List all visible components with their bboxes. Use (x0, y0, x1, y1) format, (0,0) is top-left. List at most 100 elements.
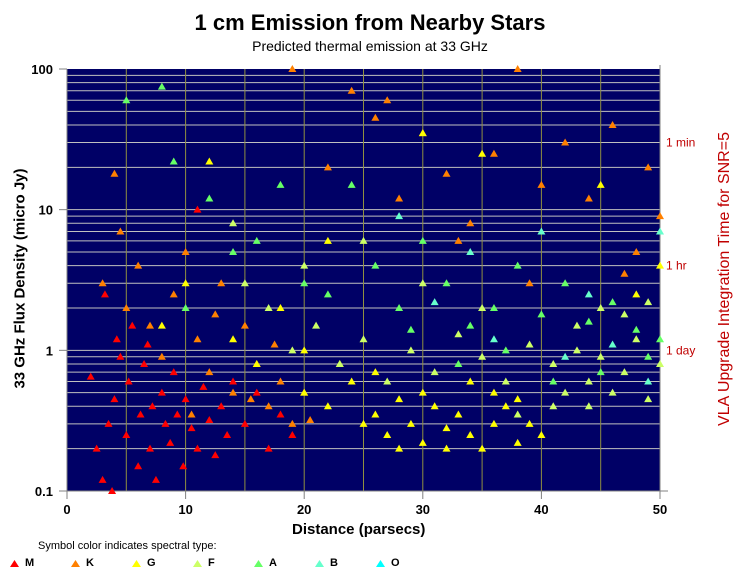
point-G (371, 368, 380, 376)
y2-tick-label: 1 min (666, 136, 695, 150)
point-F (418, 279, 427, 287)
point-F (478, 303, 487, 311)
point-M (211, 451, 220, 459)
point-M (187, 424, 196, 432)
point-K (620, 269, 629, 277)
point-F (229, 219, 238, 227)
point-K (217, 279, 226, 287)
point-M (223, 431, 232, 439)
point-F (572, 346, 581, 354)
point-M (288, 431, 297, 439)
point-G (418, 438, 427, 446)
point-F (632, 335, 641, 343)
point-K (98, 279, 107, 287)
point-F (300, 261, 309, 269)
point-F (549, 359, 558, 367)
point-F (430, 368, 439, 376)
point-K (561, 138, 570, 146)
point-B (466, 248, 475, 256)
point-G (632, 290, 641, 298)
legend-item-A: A (254, 557, 277, 570)
point-M (143, 340, 152, 348)
point-G (525, 419, 534, 427)
point-M (92, 444, 101, 452)
point-A (454, 359, 463, 367)
point-A (537, 310, 546, 318)
point-A (644, 352, 653, 360)
point-G (656, 261, 664, 269)
legend-label: A (269, 557, 277, 569)
point-K (169, 290, 178, 298)
point-M (148, 402, 157, 410)
chart-title: 1 cm Emission from Nearby Stars (194, 10, 546, 35)
legend-item-K: K (71, 557, 94, 570)
point-K (110, 169, 119, 177)
point-G (300, 388, 309, 396)
point-G (418, 388, 427, 396)
point-B (395, 212, 404, 220)
point-M (136, 410, 145, 418)
point-A (395, 303, 404, 311)
point-A (489, 303, 498, 311)
point-A (205, 194, 214, 202)
point-M (217, 402, 226, 410)
point-B (537, 227, 546, 235)
point-M (140, 359, 149, 367)
point-M (193, 205, 202, 213)
point-A (632, 325, 641, 333)
point-M (169, 368, 178, 376)
legend-label: O (391, 557, 400, 569)
point-M (179, 462, 188, 470)
point-G (466, 431, 475, 439)
point-M (124, 377, 133, 385)
triangle-icon (376, 559, 385, 567)
legend-title: Symbol color indicates spectral type: (38, 540, 217, 552)
point-K (276, 377, 285, 385)
point-K (116, 227, 125, 235)
point-G (430, 402, 439, 410)
point-G (181, 279, 190, 287)
point-F (406, 346, 415, 354)
point-G (323, 402, 332, 410)
point-K (211, 310, 220, 318)
point-K (525, 279, 534, 287)
point-F (454, 330, 463, 338)
legend-item-G: G (132, 557, 156, 570)
point-F (359, 236, 368, 244)
point-G (489, 388, 498, 396)
point-K (181, 248, 190, 256)
point-F (596, 303, 605, 311)
point-F (620, 368, 629, 376)
point-A (229, 248, 238, 256)
point-F (644, 298, 653, 306)
point-F (572, 321, 581, 329)
point-G (454, 410, 463, 418)
point-A (442, 279, 451, 287)
x-tick-label: 20 (297, 502, 311, 517)
point-A (418, 236, 427, 244)
point-A (157, 82, 166, 90)
point-K (306, 415, 315, 423)
triangle-icon (315, 559, 324, 567)
point-A (181, 303, 190, 311)
point-M (166, 438, 175, 446)
point-F (312, 321, 321, 329)
point-G (442, 444, 451, 452)
point-A (656, 335, 664, 343)
point-K (442, 169, 451, 177)
point-G (596, 180, 605, 188)
point-F (656, 359, 664, 367)
point-F (549, 402, 558, 410)
legend-item-B: B (315, 557, 338, 570)
point-M (240, 419, 249, 427)
triangle-icon (71, 559, 80, 567)
point-K (513, 65, 522, 72)
point-M (134, 462, 143, 470)
point-M (157, 388, 166, 396)
point-M (173, 410, 182, 418)
chart-subtitle: Predicted thermal emission at 33 GHz (252, 38, 488, 54)
point-K (656, 212, 664, 220)
point-K (229, 388, 238, 396)
point-A (549, 377, 558, 385)
